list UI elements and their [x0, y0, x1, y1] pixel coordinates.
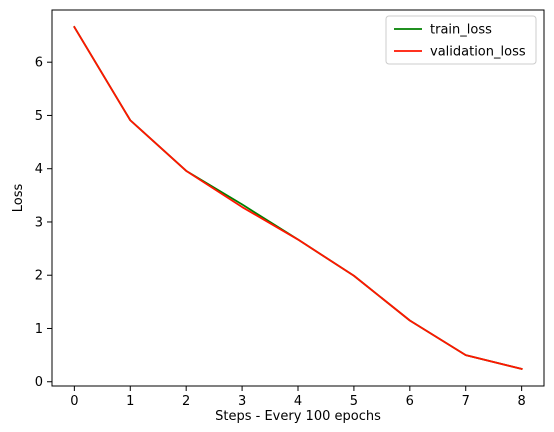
- x-tick-label: 6: [406, 394, 414, 409]
- x-tick-label: 7: [462, 394, 470, 409]
- x-axis-ticks: 0 1 2 3 4 5 6 7 8: [70, 386, 526, 409]
- y-tick-label: 5: [35, 109, 43, 124]
- y-tick-label: 2: [35, 269, 43, 284]
- series-line-validation-loss: [73, 25, 523, 371]
- y-axis-label: Loss: [11, 184, 26, 213]
- y-tick-label: 0: [35, 375, 43, 390]
- y-tick-label: 1: [35, 322, 43, 337]
- x-tick-label: 8: [517, 394, 525, 409]
- y-tick-label: 3: [35, 215, 43, 230]
- y-tick-label: 4: [35, 162, 43, 177]
- x-tick-label: 4: [294, 394, 302, 409]
- x-tick-label: 1: [126, 394, 134, 409]
- legend-label: validation_loss: [430, 45, 526, 60]
- y-axis-ticks: 0 1 2 3 4 5 6: [35, 56, 52, 390]
- x-tick-label: 3: [238, 394, 246, 409]
- x-tick-label: 2: [182, 394, 190, 409]
- x-tick-label: 0: [70, 394, 78, 409]
- series-layer: [73, 25, 523, 371]
- x-tick-label: 5: [350, 394, 358, 409]
- x-axis-label: Steps - Every 100 epochs: [215, 409, 381, 424]
- y-tick-label: 6: [35, 56, 43, 71]
- legend: train_loss validation_loss: [385, 15, 537, 65]
- legend-label: train_loss: [430, 23, 492, 38]
- legend-box: [385, 15, 537, 65]
